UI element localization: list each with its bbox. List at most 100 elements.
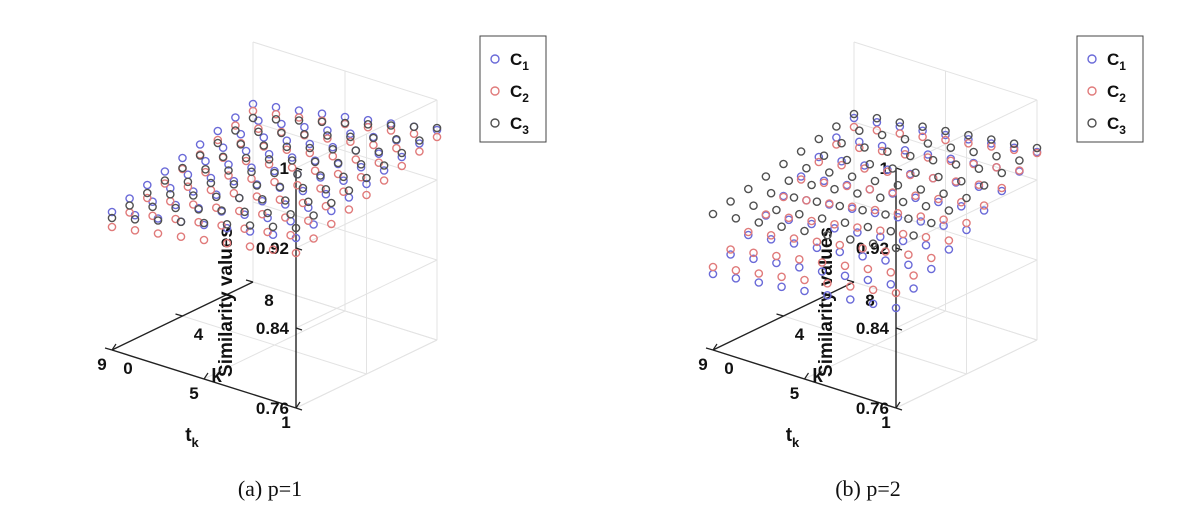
data-point-c1 xyxy=(300,122,309,132)
data-point-c2 xyxy=(835,240,845,250)
data-point-c3 xyxy=(268,222,278,232)
data-point-c3 xyxy=(876,193,885,202)
data-point-c3 xyxy=(241,153,251,163)
data-point-c1 xyxy=(846,295,855,304)
data-point-c2 xyxy=(847,202,857,212)
data-point-c2 xyxy=(1032,148,1042,158)
data-point-c1 xyxy=(241,146,251,156)
data-point-c2 xyxy=(789,234,799,243)
data-point-c3 xyxy=(909,231,918,240)
data-point-c2 xyxy=(328,151,338,161)
z-tick-label: 1 xyxy=(280,159,289,178)
data-point-c3 xyxy=(883,147,892,156)
data-point-c3 xyxy=(837,138,846,148)
data-point-c3 xyxy=(957,176,966,186)
data-point-c2 xyxy=(825,199,834,208)
data-point-c3 xyxy=(323,131,332,140)
data-point-c3 xyxy=(287,156,297,165)
data-point-c3 xyxy=(259,141,269,150)
data-point-c1 xyxy=(379,166,389,175)
data-point-c2 xyxy=(217,221,226,230)
data-point-c1 xyxy=(921,240,931,250)
data-point-c2 xyxy=(941,135,950,145)
data-point-c2 xyxy=(957,197,966,207)
data-point-c3 xyxy=(298,183,308,193)
data-point-c1 xyxy=(165,183,175,193)
wall-grid-line xyxy=(252,41,438,101)
z-tick xyxy=(295,327,303,331)
data-point-c2 xyxy=(275,195,285,204)
wall-grid-line xyxy=(252,281,438,341)
data-point-c1 xyxy=(142,180,152,190)
data-point-c3 xyxy=(415,136,424,145)
data-point-c1 xyxy=(997,186,1007,196)
data-point-c3 xyxy=(789,193,799,202)
data-point-c1 xyxy=(849,113,859,123)
data-point-c2 xyxy=(749,248,758,258)
data-point-c3 xyxy=(928,155,938,165)
data-point-c3 xyxy=(293,169,302,179)
data-point-c1 xyxy=(927,264,936,274)
data-point-c3 xyxy=(939,189,948,198)
data-point-c2 xyxy=(992,162,1001,172)
data-point-c3 xyxy=(282,142,292,152)
data-point-c2 xyxy=(247,174,256,183)
data-point-c1 xyxy=(823,290,832,300)
data-point-c2 xyxy=(351,155,361,164)
data-point-c3 xyxy=(277,128,286,138)
data-point-c2 xyxy=(891,288,901,298)
data-point-c3 xyxy=(176,217,186,227)
data-point-c2 xyxy=(807,216,816,226)
data-point-c2 xyxy=(853,223,862,232)
data-point-c3 xyxy=(847,172,857,181)
data-point-c2 xyxy=(194,217,203,227)
data-point-c1 xyxy=(796,172,806,181)
data-point-c3 xyxy=(356,159,366,169)
legend-marker xyxy=(490,54,500,64)
data-point-c2 xyxy=(231,121,240,130)
data-point-c2 xyxy=(921,232,931,242)
data-point-c3 xyxy=(303,197,313,207)
data-point-c1 xyxy=(321,189,331,199)
data-point-c2 xyxy=(234,206,244,216)
data-point-c2 xyxy=(148,211,157,221)
data-point-c2 xyxy=(222,238,232,248)
data-point-c2 xyxy=(316,184,325,193)
data-point-c3 xyxy=(754,218,764,227)
wall-grid-line xyxy=(295,179,438,249)
data-point-c3 xyxy=(807,180,816,190)
data-point-c3 xyxy=(263,208,272,218)
data-point-c3 xyxy=(731,213,741,223)
data-point-c2 xyxy=(860,164,869,173)
z-tick xyxy=(295,247,303,251)
data-point-c3 xyxy=(766,188,776,198)
data-point-c3 xyxy=(1009,139,1019,148)
data-point-c3 xyxy=(835,201,845,211)
data-point-c2 xyxy=(876,226,885,235)
data-point-c3 xyxy=(941,126,950,136)
data-point-c2 xyxy=(772,251,781,261)
data-point-c3 xyxy=(217,206,226,215)
legend-entry: C2 xyxy=(510,82,529,105)
data-point-c1 xyxy=(891,303,901,313)
data-point-c2 xyxy=(832,140,841,149)
data-point-c2 xyxy=(268,245,278,254)
data-point-c2 xyxy=(339,187,348,196)
data-point-c3 xyxy=(800,226,809,236)
data-point-c1 xyxy=(326,206,336,216)
data-point-c3 xyxy=(858,205,867,215)
z-tick xyxy=(895,167,903,171)
data-point-c2 xyxy=(346,137,355,146)
data-point-c3 xyxy=(855,126,864,135)
data-point-c3 xyxy=(906,151,915,161)
data-point-c3 xyxy=(339,172,348,182)
data-point-c3 xyxy=(886,226,896,236)
data-point-c3 xyxy=(178,163,187,173)
data-point-c3 xyxy=(944,206,954,215)
data-point-c3 xyxy=(351,146,361,155)
data-point-c1 xyxy=(160,167,170,176)
data-point-c3 xyxy=(802,163,811,173)
data-point-c3 xyxy=(397,148,407,158)
data-point-c2 xyxy=(271,109,281,119)
x-tick xyxy=(295,401,301,409)
